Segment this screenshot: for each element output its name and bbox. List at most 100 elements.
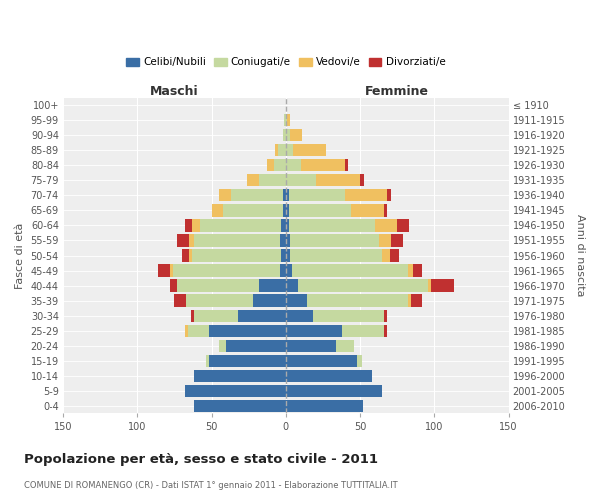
Bar [194,234,280,246]
Bar [301,159,345,172]
Bar [431,280,454,292]
Bar [384,310,387,322]
Bar [189,250,192,262]
Bar [387,189,391,202]
Bar [307,294,407,307]
Bar [253,294,286,307]
Bar [384,204,387,216]
Bar [200,220,281,232]
Bar [313,310,384,322]
Bar [286,280,298,292]
Bar [280,234,286,246]
Bar [283,204,286,216]
Bar [379,234,391,246]
Bar [286,384,382,397]
Bar [407,294,410,307]
Bar [345,159,348,172]
Bar [284,114,286,126]
Bar [231,189,283,202]
Bar [316,174,360,186]
Bar [286,174,316,186]
Bar [286,324,342,337]
Bar [188,324,209,337]
Bar [178,280,259,292]
Bar [286,400,363,412]
Bar [286,294,307,307]
Bar [289,204,351,216]
Bar [194,310,238,322]
Bar [189,234,194,246]
Bar [391,234,403,246]
Bar [192,220,200,232]
Bar [286,250,290,262]
Bar [247,174,259,186]
Bar [259,280,286,292]
Bar [219,189,231,202]
Bar [342,324,384,337]
Bar [413,264,422,276]
Bar [410,294,422,307]
Bar [382,250,390,262]
Bar [375,220,397,232]
Bar [226,340,286,352]
Bar [219,340,226,352]
Bar [360,174,364,186]
Bar [397,220,409,232]
Bar [293,144,326,156]
Bar [283,189,286,202]
Bar [286,310,313,322]
Bar [192,250,281,262]
Bar [175,294,187,307]
Bar [280,264,286,276]
Bar [298,280,428,292]
Y-axis label: Anni di nascita: Anni di nascita [575,214,585,297]
Bar [185,220,192,232]
Bar [290,250,382,262]
Bar [286,189,289,202]
Bar [290,234,379,246]
Text: COMUNE DI ROMANENGO (CR) - Dati ISTAT 1° gennaio 2011 - Elaborazione TUTTITALIA.: COMUNE DI ROMANENGO (CR) - Dati ISTAT 1°… [24,480,398,490]
Bar [384,324,387,337]
Bar [185,384,286,397]
Bar [292,264,407,276]
Text: Popolazione per età, sesso e stato civile - 2011: Popolazione per età, sesso e stato civil… [24,452,378,466]
Bar [286,220,289,232]
Y-axis label: Fasce di età: Fasce di età [15,222,25,288]
Bar [212,204,223,216]
Bar [281,220,286,232]
Bar [286,114,287,126]
Bar [187,294,253,307]
Bar [266,159,274,172]
Bar [170,280,178,292]
Bar [274,159,286,172]
Bar [390,250,398,262]
Bar [286,159,301,172]
Bar [281,250,286,262]
Bar [407,264,413,276]
Bar [351,204,384,216]
Bar [336,340,354,352]
Bar [194,400,286,412]
Bar [275,144,278,156]
Text: Femmine: Femmine [365,86,429,98]
Bar [286,234,290,246]
Bar [287,114,290,126]
Bar [286,340,336,352]
Bar [283,129,286,141]
Bar [182,250,189,262]
Bar [223,204,283,216]
Bar [286,370,372,382]
Bar [209,354,286,367]
Legend: Celibi/Nubili, Coniugati/e, Vedovi/e, Divorziati/e: Celibi/Nubili, Coniugati/e, Vedovi/e, Di… [124,56,448,70]
Bar [209,324,286,337]
Bar [290,129,302,141]
Bar [170,264,173,276]
Bar [173,264,280,276]
Bar [206,354,209,367]
Bar [158,264,170,276]
Bar [178,234,189,246]
Bar [278,144,286,156]
Bar [286,129,290,141]
Bar [238,310,286,322]
Bar [286,264,292,276]
